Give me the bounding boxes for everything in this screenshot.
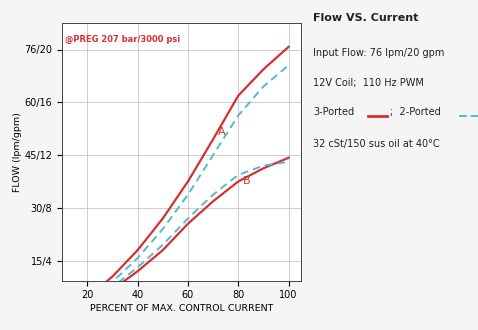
- Text: 32 cSt/150 sus oil at 40°C: 32 cSt/150 sus oil at 40°C: [313, 139, 440, 148]
- Text: Flow VS. Current: Flow VS. Current: [313, 13, 418, 23]
- Text: ;  2-Ported: ; 2-Ported: [390, 107, 440, 117]
- Text: A: A: [218, 127, 226, 137]
- Text: @PREG 207 bar/3000 psi: @PREG 207 bar/3000 psi: [65, 35, 180, 44]
- Text: 3-Ported: 3-Ported: [313, 107, 354, 117]
- Text: B: B: [243, 176, 251, 186]
- Y-axis label: FLOW (lpm/gpm): FLOW (lpm/gpm): [12, 112, 22, 192]
- Text: Input Flow: 76 lpm/20 gpm: Input Flow: 76 lpm/20 gpm: [313, 48, 445, 58]
- Text: 12V Coil;  110 Hz PWM: 12V Coil; 110 Hz PWM: [313, 78, 424, 87]
- X-axis label: PERCENT OF MAX. CONTROL CURRENT: PERCENT OF MAX. CONTROL CURRENT: [90, 304, 273, 313]
